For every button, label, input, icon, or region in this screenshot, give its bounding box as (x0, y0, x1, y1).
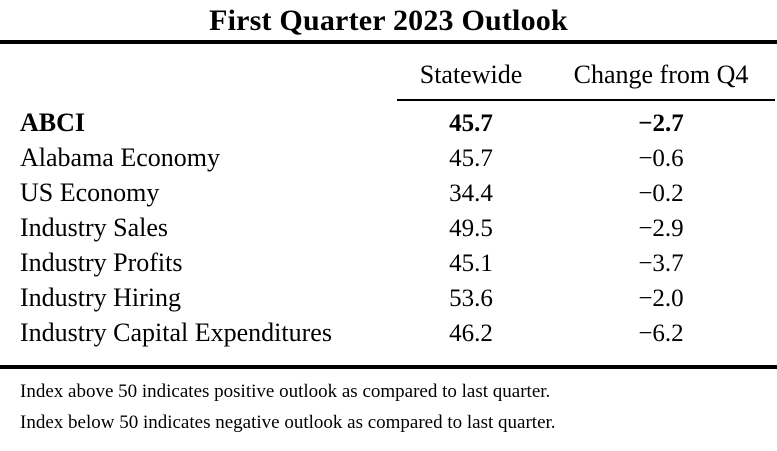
header-underline-rule (397, 99, 775, 101)
table-header-row: Statewide Change from Q4 (0, 44, 777, 90)
row-label: Industry Profits (20, 248, 183, 277)
table-body: ABCI 45.7 −2.7 Alabama Economy 45.7 −0.6… (0, 101, 777, 353)
footnotes: Index above 50 indicates positive outloo… (0, 369, 777, 434)
statewide-value: 45.1 (449, 250, 493, 277)
row-label: US Economy (20, 178, 160, 207)
column-header-change-from-q4: Change from Q4 (573, 60, 749, 89)
change-value: −3.7 (638, 250, 684, 277)
table-row: Industry Profits 45.1 −3.7 (0, 248, 777, 283)
table-row: Industry Capital Expenditures 46.2 −6.2 (0, 318, 777, 353)
row-label: Industry Capital Expenditures (20, 318, 332, 347)
change-value: −2.9 (638, 215, 684, 242)
table-row: Alabama Economy 45.7 −0.6 (0, 143, 777, 178)
change-value: −0.6 (638, 145, 684, 172)
top-rule (0, 40, 777, 44)
row-label: Industry Hiring (20, 283, 182, 312)
statewide-value: 46.2 (449, 320, 493, 347)
change-value: −0.2 (638, 180, 684, 207)
table-row: US Economy 34.4 −0.2 (0, 178, 777, 213)
table-row: ABCI 45.7 −2.7 (0, 108, 777, 143)
row-label: ABCI (20, 108, 86, 137)
row-label: Alabama Economy (20, 143, 220, 172)
change-value: −2.0 (638, 285, 684, 312)
statewide-value: 45.7 (449, 110, 493, 137)
table-row: Industry Hiring 53.6 −2.0 (0, 283, 777, 318)
row-label: Industry Sales (20, 213, 169, 242)
table-row: Industry Sales 49.5 −2.9 (0, 213, 777, 248)
statewide-value: 45.7 (449, 145, 493, 172)
column-header-statewide: Statewide (419, 60, 523, 89)
bottom-rule (0, 365, 777, 369)
page-title: First Quarter 2023 Outlook (209, 4, 568, 37)
footnote-above-50: Index above 50 indicates positive outloo… (20, 381, 551, 402)
statewide-value: 34.4 (449, 180, 493, 207)
change-value: −2.7 (638, 110, 684, 137)
statewide-value: 49.5 (449, 215, 493, 242)
change-value: −6.2 (638, 320, 684, 347)
statewide-value: 53.6 (449, 285, 493, 312)
footnote-below-50: Index below 50 indicates negative outloo… (20, 412, 556, 433)
